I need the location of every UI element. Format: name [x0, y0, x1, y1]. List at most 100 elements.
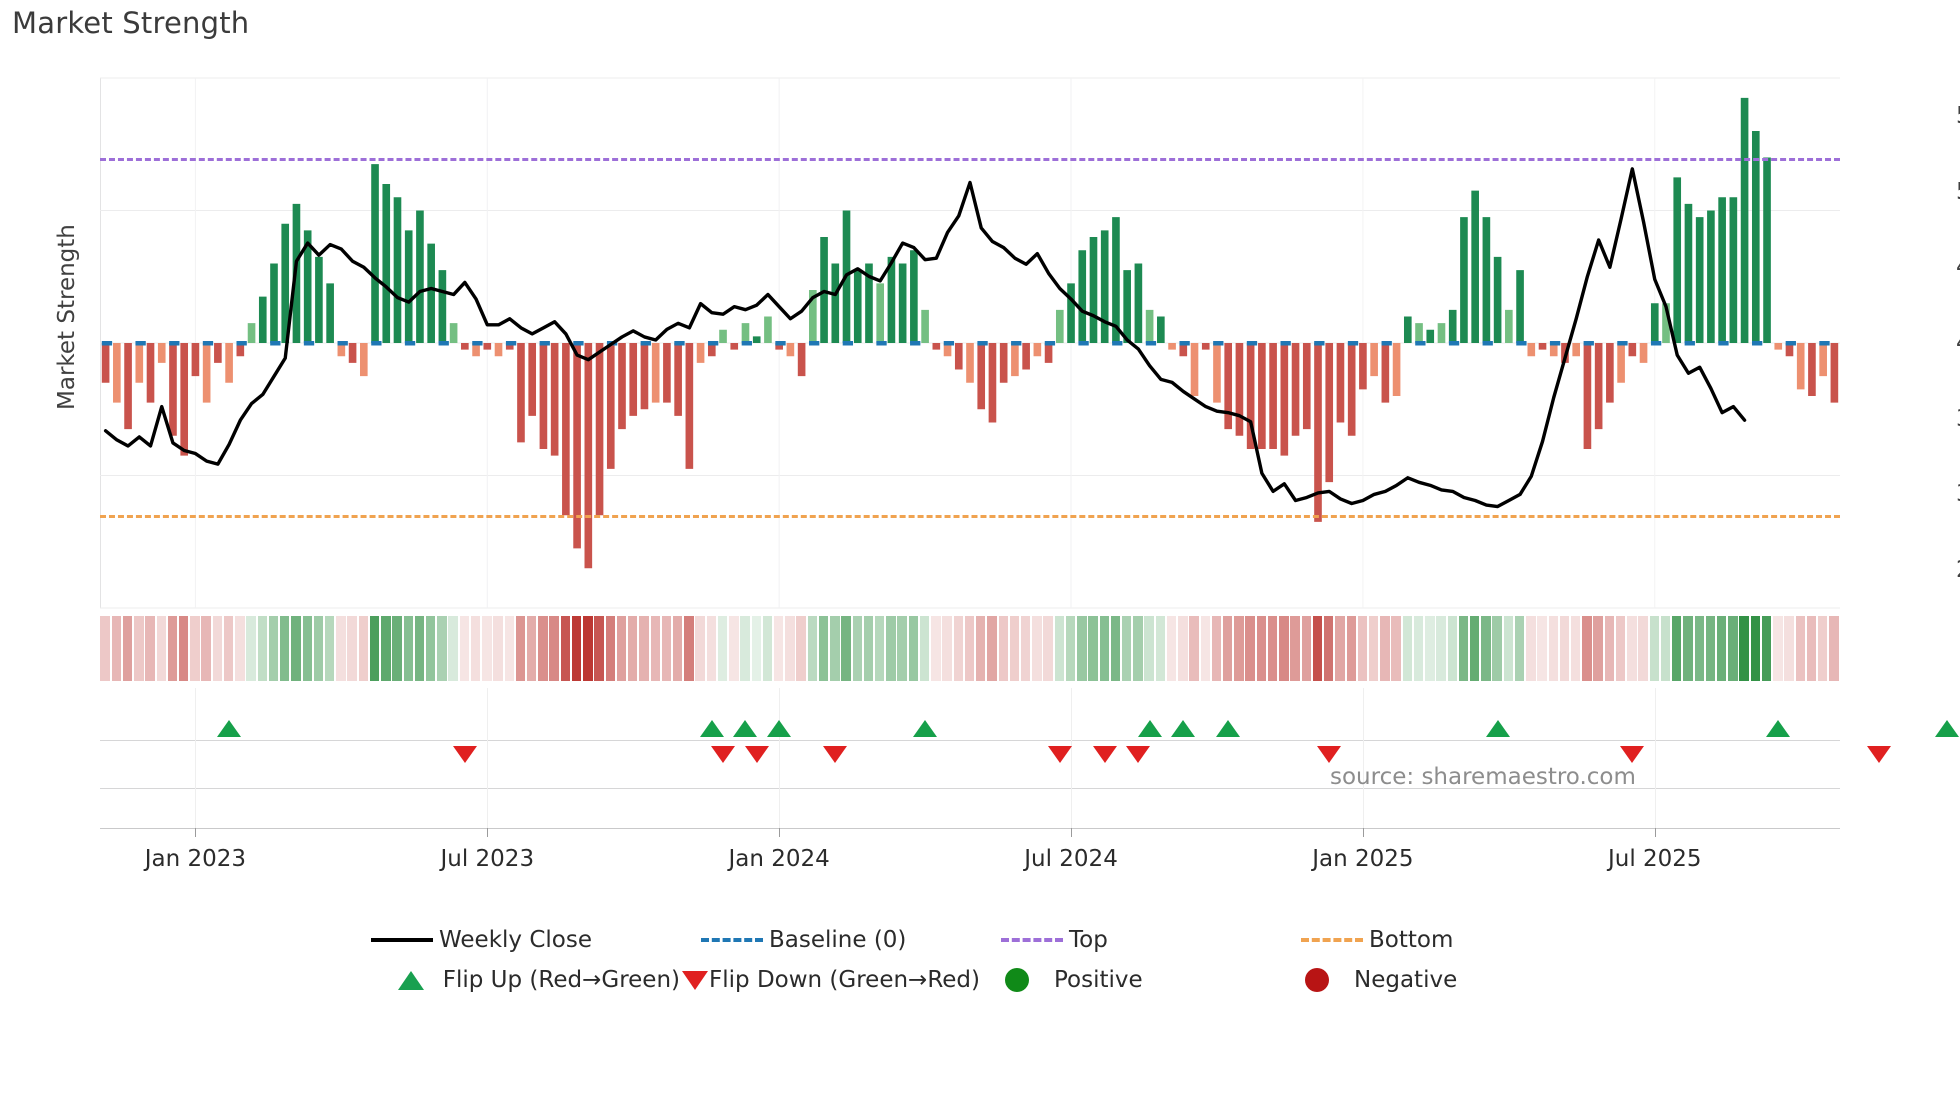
x-axis-label-jul-2024: Jul 2024 — [1024, 846, 1118, 872]
reference-line-top — [100, 157, 1840, 161]
heatmap-cell — [1099, 616, 1109, 681]
heatmap-cell — [639, 616, 649, 681]
heatmap-cell — [212, 616, 223, 681]
heatmap-cell — [560, 616, 571, 681]
flip-down-marker-icon — [711, 746, 736, 763]
heatmap-cell — [1178, 616, 1188, 681]
heatmap-cell — [706, 616, 717, 681]
heatmap-cell — [1335, 616, 1345, 681]
legend-glyph — [695, 938, 769, 942]
heatmap-cell — [998, 616, 1008, 681]
legend-label: Flip Down (Green→Red) — [709, 967, 980, 993]
heatmap-cell — [336, 616, 346, 681]
legend-item-negative[interactable]: Negative — [1280, 960, 1580, 1000]
flip-band-vgridline — [487, 688, 489, 828]
heatmap-cell — [302, 616, 312, 681]
legend-row-1: Weekly Close Baseline (0) Top Bottom — [0, 920, 1960, 960]
legend-glyph — [1295, 938, 1369, 942]
heatmap-cell — [1391, 616, 1401, 681]
heatmap-cell — [1312, 616, 1323, 681]
heatmap-cell — [1368, 616, 1379, 681]
flip-down-icon — [681, 970, 708, 990]
heatmap-cell — [1615, 616, 1626, 681]
heatmap-cell — [773, 616, 784, 681]
heatmap-cell — [1829, 616, 1839, 681]
heatmap-cell — [863, 616, 874, 681]
heatmap-cell — [1234, 616, 1244, 681]
legend-item-bottom[interactable]: Bottom — [1295, 920, 1595, 960]
heatmap-cell — [875, 616, 885, 681]
legend-item-top[interactable]: Top — [995, 920, 1295, 960]
heatmap-cell — [1728, 616, 1738, 681]
x-axis-tick — [1654, 828, 1656, 837]
flip-band-vgridline — [779, 688, 781, 828]
flip-band-vgridline — [1362, 688, 1364, 828]
legend-label: Top — [1069, 927, 1108, 953]
flip-up-marker-icon — [913, 720, 938, 737]
right-tick-55-00: 55.00 — [1956, 103, 1960, 129]
x-axis-label-jan-2024: Jan 2024 — [728, 846, 830, 872]
heatmap-cell — [156, 616, 166, 681]
heatmap-cell — [1806, 616, 1817, 681]
flip-band-vgridline — [195, 688, 197, 828]
flip-up-marker-icon — [217, 720, 242, 737]
heatmap-cell — [1694, 616, 1704, 681]
legend-item-positive[interactable]: Positive — [980, 960, 1280, 1000]
heatmap-cell — [201, 616, 211, 681]
right-tick-25-00: 25.00 — [1956, 557, 1960, 583]
heatmap-cell — [459, 616, 470, 681]
bottom-line-icon — [1301, 938, 1363, 942]
price-line-layer — [103, 167, 1747, 509]
flip-up-marker-icon — [1216, 720, 1241, 737]
heatmap-cell — [1469, 616, 1480, 681]
x-axis-label-jul-2023: Jul 2023 — [440, 846, 535, 872]
heatmap-cell — [818, 616, 829, 681]
heatmap-cell — [964, 616, 975, 681]
strength-heatmap-strip — [100, 616, 1840, 681]
heatmap-cell — [1200, 616, 1210, 681]
heatmap-cell — [482, 616, 492, 681]
heatmap-cell — [1402, 616, 1413, 681]
heatmap-cell — [976, 616, 986, 681]
heatmap-cell — [751, 616, 761, 681]
heatmap-cell — [796, 616, 806, 681]
x-axis-label-jan-2025: Jan 2025 — [1312, 846, 1414, 872]
heatmap-cell — [392, 616, 402, 681]
heatmap-cell — [1481, 616, 1491, 681]
heatmap-cell — [1020, 616, 1031, 681]
flip-up-marker-icon — [699, 720, 724, 737]
flip-down-marker-icon — [1047, 746, 1072, 763]
legend-item-flip-up-red-green[interactable]: Flip Up (Red→Green) — [380, 960, 680, 1000]
legend-label: Bottom — [1369, 927, 1454, 953]
legend-item-flip-down-green-red[interactable]: Flip Down (Green→Red) — [680, 960, 980, 1000]
flip-band-gridline — [100, 788, 1840, 789]
flip-up-marker-icon — [1171, 720, 1196, 737]
legend-glyph — [995, 938, 1069, 942]
heatmap-cell — [605, 616, 616, 681]
flip-down-marker-icon — [452, 746, 477, 763]
heatmap-cell — [504, 616, 514, 681]
heatmap-cell — [1110, 616, 1121, 681]
legend-item-weekly-close[interactable]: Weekly Close — [365, 920, 695, 960]
flip-down-marker-icon — [1620, 746, 1645, 763]
heatmap-cell — [257, 616, 268, 681]
chart-legend: Weekly Close Baseline (0) Top Bottom Flip U… — [0, 920, 1960, 1000]
heatmap-cell — [1088, 616, 1098, 681]
heatmap-cell — [145, 616, 155, 681]
flip-down-marker-icon — [1092, 746, 1117, 763]
heatmap-cell — [1346, 616, 1356, 681]
flip-up-marker-icon — [767, 720, 792, 737]
right-tick-45-00: 45.00 — [1956, 254, 1960, 280]
x-axis-tick — [1362, 828, 1364, 837]
legend-label: Positive — [1054, 967, 1143, 993]
legend-item-baseline-0[interactable]: Baseline (0) — [695, 920, 995, 960]
heatmap-cell — [852, 616, 862, 681]
left-axis-label: Market Strength — [54, 224, 80, 410]
heatmap-cell — [1425, 616, 1435, 681]
weekly-close-line-icon — [371, 938, 433, 942]
heatmap-cell — [324, 616, 335, 681]
legend-glyph — [380, 970, 443, 990]
heatmap-cell — [167, 616, 178, 681]
heatmap-cell — [134, 616, 144, 681]
legend-label: Negative — [1354, 967, 1458, 993]
